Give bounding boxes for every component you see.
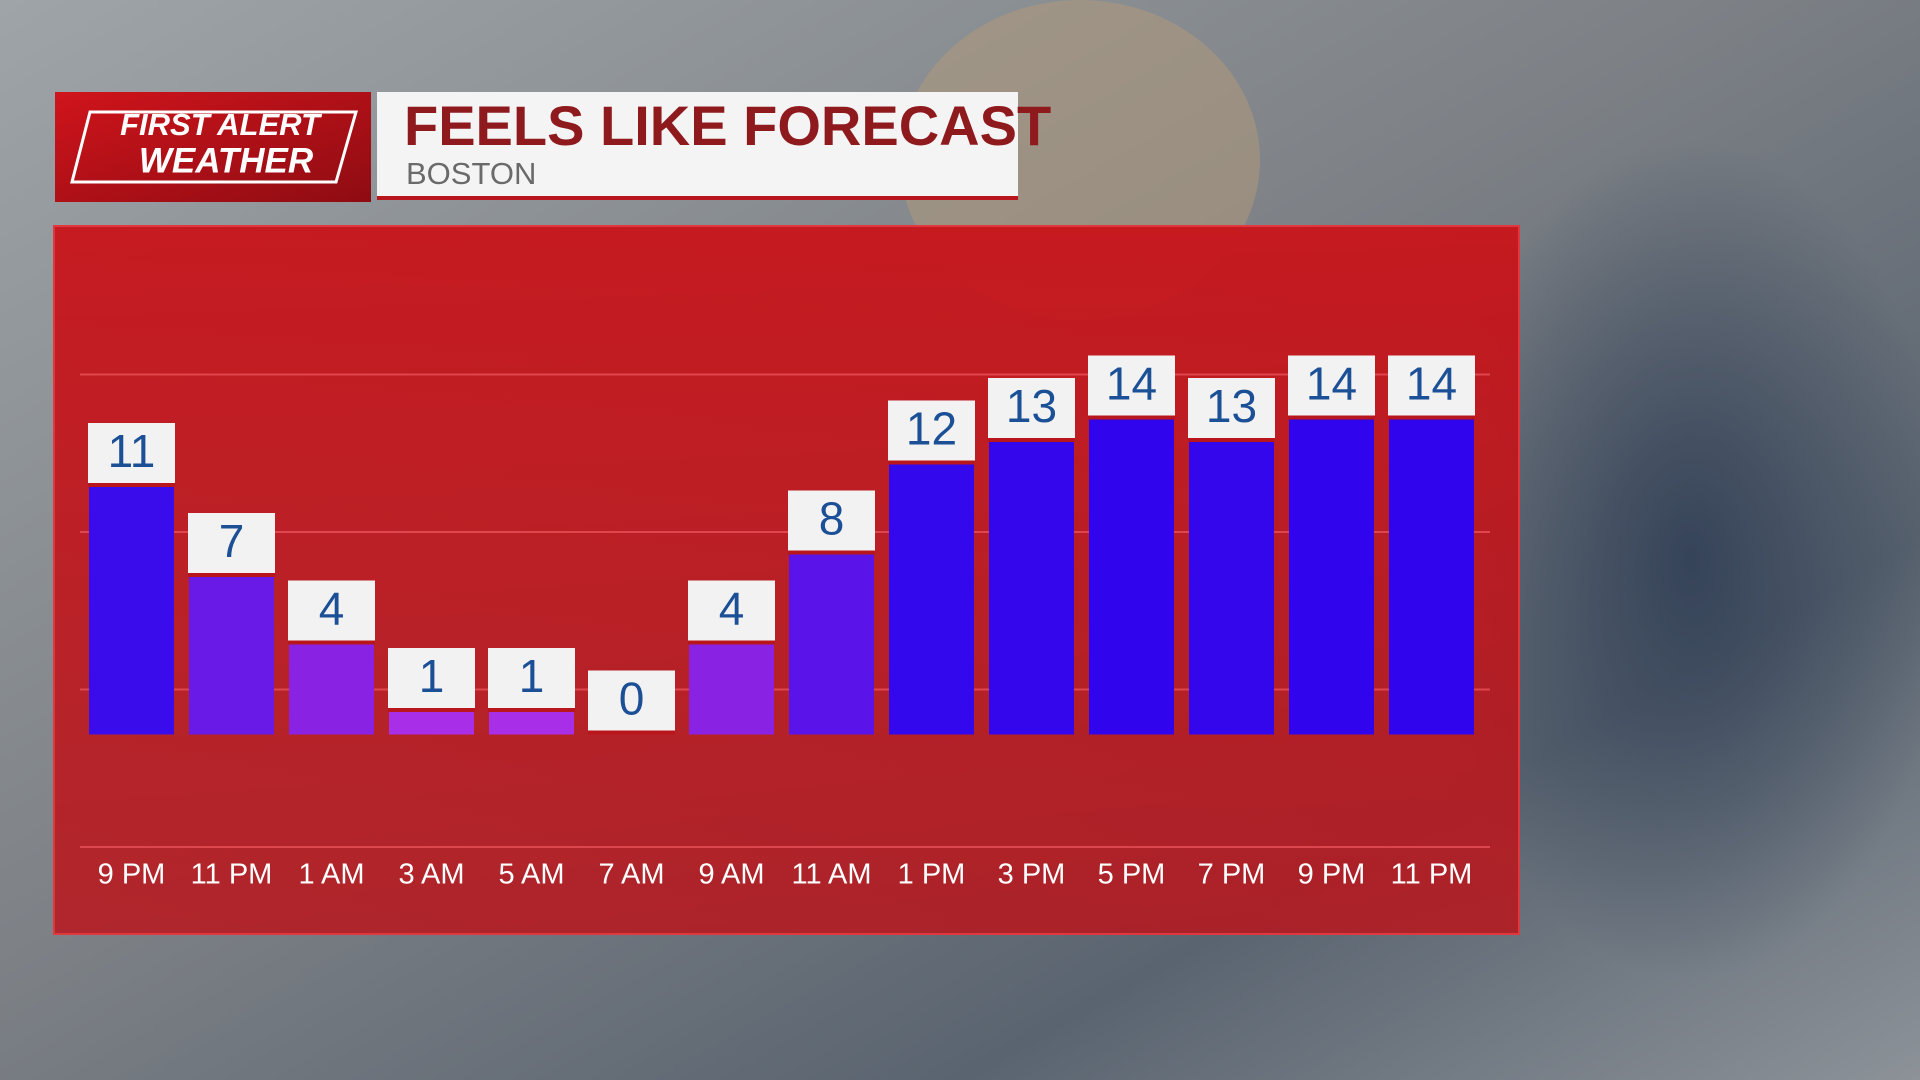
x-tick-label: 5 AM — [498, 859, 564, 891]
value-label-box — [388, 648, 475, 708]
value-label: 1 — [519, 650, 545, 702]
bar — [189, 577, 274, 735]
value-label: 13 — [1206, 380, 1257, 432]
x-tick-label: 9 PM — [98, 859, 166, 891]
value-label-box — [1288, 355, 1375, 416]
bar — [1289, 419, 1374, 735]
value-label-edge — [88, 483, 175, 487]
value-label-edge — [1388, 415, 1475, 420]
x-tick-label: 3 AM — [398, 859, 464, 891]
value-label-edge — [1288, 415, 1375, 420]
value-label-edge — [588, 730, 675, 735]
bar — [89, 487, 174, 735]
chart-title: FEELS LIKE FORECAST — [404, 94, 1051, 157]
value-label: 4 — [719, 583, 745, 635]
value-label-edge — [788, 550, 875, 555]
bar — [689, 644, 774, 735]
x-tick-label: 7 PM — [1198, 859, 1266, 891]
value-label-edge — [888, 460, 975, 465]
value-label-edge — [488, 708, 575, 712]
value-label: 1 — [419, 650, 445, 702]
bar — [789, 554, 874, 735]
value-label-box — [588, 670, 675, 731]
value-label: 11 — [108, 425, 156, 477]
x-tick-label: 1 PM — [898, 859, 966, 891]
title-box — [377, 92, 1018, 200]
value-label: 14 — [1306, 358, 1357, 410]
value-label-box — [188, 513, 275, 573]
x-tick-label: 5 PM — [1098, 859, 1166, 891]
logo-text: WEATHER — [139, 141, 314, 180]
value-label: 13 — [1006, 380, 1057, 432]
value-label-box — [488, 648, 575, 708]
bar — [489, 712, 574, 735]
value-label-box — [288, 580, 375, 641]
bar — [889, 464, 974, 735]
chart-panel — [53, 225, 1520, 935]
x-tick-label: 9 PM — [1298, 859, 1366, 891]
value-label-edge — [988, 438, 1075, 442]
bar — [289, 644, 374, 735]
value-label-edge — [388, 708, 475, 712]
value-label-box — [688, 580, 775, 641]
value-label-box — [88, 423, 175, 483]
value-label-box — [1188, 378, 1275, 438]
bar — [1189, 442, 1274, 735]
bar — [1389, 419, 1474, 735]
value-label-edge — [188, 573, 275, 577]
value-label-edge — [1088, 415, 1175, 420]
value-label-box — [988, 378, 1075, 438]
value-label-edge — [288, 640, 375, 645]
value-label-box — [1088, 355, 1175, 416]
value-label: 7 — [219, 515, 245, 567]
value-label-box — [888, 400, 975, 461]
value-label: 0 — [619, 673, 645, 725]
bar — [389, 712, 474, 735]
logo-text: FIRST ALERT — [120, 107, 323, 142]
title-underline — [377, 196, 1018, 200]
x-tick-label: 3 PM — [998, 859, 1066, 891]
bar — [1089, 419, 1174, 735]
value-label-box — [1388, 355, 1475, 416]
logo-box — [55, 92, 371, 202]
value-label: 12 — [906, 403, 957, 455]
x-tick-label: 11 PM — [191, 859, 273, 891]
value-label-box — [788, 490, 875, 551]
background-figure — [1430, 140, 1920, 980]
value-label: 14 — [1406, 358, 1457, 410]
x-tick-label: 1 AM — [298, 859, 364, 891]
x-tick-label: 9 AM — [698, 859, 764, 891]
x-tick-label: 7 AM — [598, 859, 664, 891]
value-label: 4 — [319, 583, 345, 635]
bar — [989, 442, 1074, 735]
chart-subtitle: BOSTON — [406, 156, 536, 191]
value-label-edge — [688, 640, 775, 645]
x-tick-label: 11 PM — [1391, 859, 1473, 891]
x-tick-label: 11 AM — [791, 859, 871, 891]
logo-frame — [70, 110, 358, 184]
value-label: 8 — [819, 493, 845, 545]
value-label-edge — [1188, 438, 1275, 442]
value-label: 14 — [1106, 358, 1157, 410]
